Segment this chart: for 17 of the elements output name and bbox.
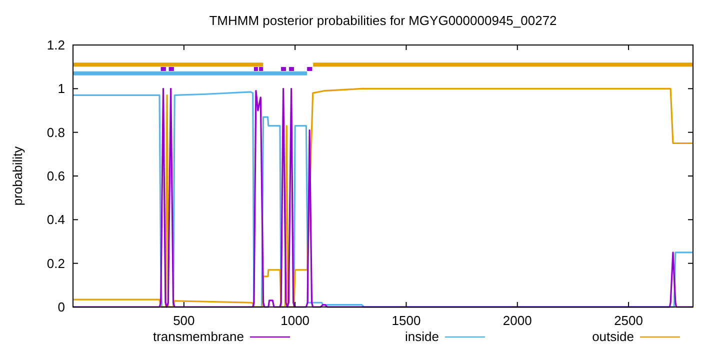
y-tick-label: 0.6 xyxy=(46,168,65,184)
y-tick-label: 0.4 xyxy=(46,212,65,228)
legend-label: outside xyxy=(592,329,634,344)
chart-title: TMHMM posterior probabilities for MGYG000000945_00272 xyxy=(209,13,557,28)
y-tick-label: 1.2 xyxy=(46,38,65,53)
x-tick-label: 500 xyxy=(173,313,195,328)
legend-label: inside xyxy=(405,329,439,344)
x-tick-label: 1500 xyxy=(392,313,421,328)
y-tick-label: 1 xyxy=(58,81,65,96)
x-tick-label: 2500 xyxy=(614,313,643,328)
y-tick-label: 0 xyxy=(58,300,65,315)
y-tick-label: 0.8 xyxy=(46,124,65,140)
x-tick-label: 2000 xyxy=(502,313,532,328)
x-tick-label: 1000 xyxy=(280,313,310,328)
y-axis-title: probability xyxy=(10,146,25,206)
y-tick-label: 0.2 xyxy=(46,256,65,271)
legend-label: transmembrane xyxy=(152,329,244,344)
